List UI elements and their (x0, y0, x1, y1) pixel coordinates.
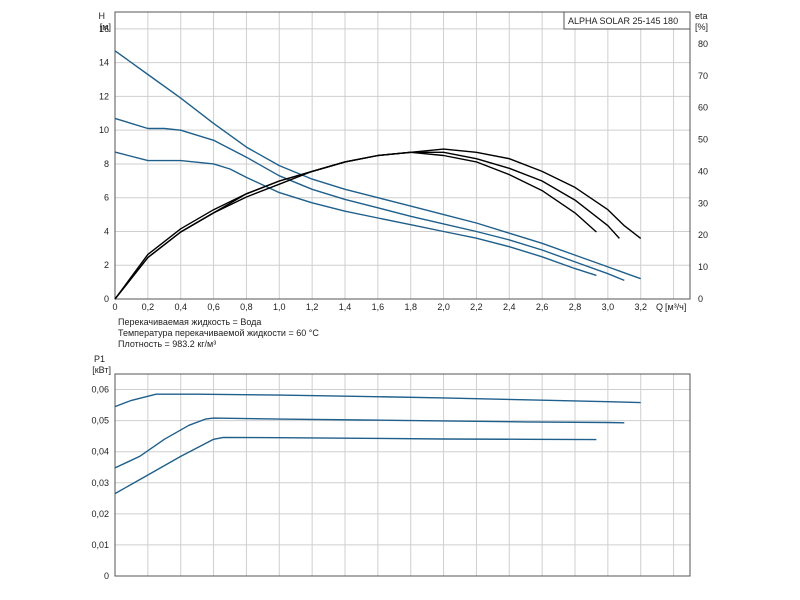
y-left-axis-label: H (99, 11, 106, 21)
head-curve-2 (114, 117, 625, 282)
y-right-tick-label: 0 (698, 294, 703, 304)
x-tick-label: 2,6 (536, 302, 549, 312)
y-right-tick-label: 10 (698, 262, 708, 272)
power-tick-label: 0,05 (91, 416, 109, 426)
y-left-tick-label: 16 (99, 24, 109, 34)
x-tick-label: 2,2 (470, 302, 483, 312)
power-tick-label: 0,06 (91, 385, 109, 395)
head-curve-3 (114, 151, 597, 277)
power-axis-unit: [кВт] (92, 365, 111, 375)
y-right-tick-label: 70 (698, 71, 708, 81)
power-tick-label: 0,01 (91, 540, 109, 550)
x-tick-label: 2,8 (569, 302, 582, 312)
x-tick-label: 2,0 (437, 302, 450, 312)
x-tick-label: 1,4 (339, 302, 352, 312)
y-right-axis-label: eta (695, 11, 708, 21)
fluid-note-2: Температура перекачиваемой жидкости = 60… (118, 328, 319, 338)
power-axis-label: P1 (94, 354, 105, 364)
y-left-tick-label: 6 (104, 193, 109, 203)
y-right-tick-label: 60 (698, 103, 708, 113)
head-curve-1 (114, 50, 641, 280)
power-curve-3 (114, 436, 597, 495)
power-tick-label: 0,04 (91, 447, 109, 457)
power-tick-label: 0,02 (91, 509, 109, 519)
power-chart: 0 0,01 0,02 0,03 0,04 0,05 0,06 P1[кВт] (91, 354, 691, 581)
y-left-tick-label: 14 (99, 58, 109, 68)
x-axis-unit: [м³/ч] (665, 302, 686, 312)
y-right-tick-label: 30 (698, 198, 708, 208)
x-tick-label: 1,8 (404, 302, 417, 312)
title-box (563, 11, 691, 30)
power-curve-2 (114, 417, 625, 469)
x-axis-label: Q (656, 302, 663, 312)
efficiency-curve-6 (114, 151, 597, 300)
y-right-axis-unit: [%] (695, 22, 708, 32)
y-left-tick-label: 12 (99, 91, 109, 101)
x-tick-label: 3,0 (602, 302, 615, 312)
y-right-tick-label: 40 (698, 166, 708, 176)
y-right-tick-label: 20 (698, 230, 708, 240)
x-tick-label: 0,2 (142, 302, 155, 312)
y-left-tick-label: 2 (104, 260, 109, 270)
fluid-note-3: Плотность = 983.2 кг/м³ (118, 339, 216, 349)
y-right-tick-label: 50 (698, 135, 708, 145)
y-left-tick-label: 4 (104, 226, 109, 236)
top-plot-frame (114, 11, 691, 300)
x-tick-label: 0 (112, 302, 117, 312)
power-tick-label: 0 (104, 571, 109, 581)
x-tick-label: 1,0 (273, 302, 286, 312)
y-left-tick-label: 0 (104, 294, 109, 304)
x-tick-label: 1,6 (372, 302, 385, 312)
x-tick-label: 3,2 (634, 302, 647, 312)
x-tick-label: 2,4 (503, 302, 516, 312)
bottom-plot-frame (114, 373, 691, 577)
head-efficiency-chart: 0 2 4 6 8 10 12 14 16 0 10 20 30 40 50 60 70 80 0 0,2 0,4 0,6… (99, 11, 709, 349)
y-left-tick-label: 10 (99, 125, 109, 135)
chart-title: ALPHA SOLAR 25-145 180 (568, 16, 678, 26)
power-tick-label: 0,03 (91, 478, 109, 488)
x-tick-label: 1,2 (306, 302, 319, 312)
x-tick-label: 0,8 (240, 302, 253, 312)
power-curve-1 (114, 393, 641, 408)
y-right-tick-label: 80 (698, 39, 708, 49)
y-left-tick-label: 8 (104, 159, 109, 169)
y-left-axis-unit: [м] (100, 22, 111, 32)
x-tick-label: 0,4 (174, 302, 187, 312)
fluid-note-1: Перекачиваемая жидкость = Вода (118, 317, 261, 327)
x-tick-label: 0,6 (207, 302, 220, 312)
